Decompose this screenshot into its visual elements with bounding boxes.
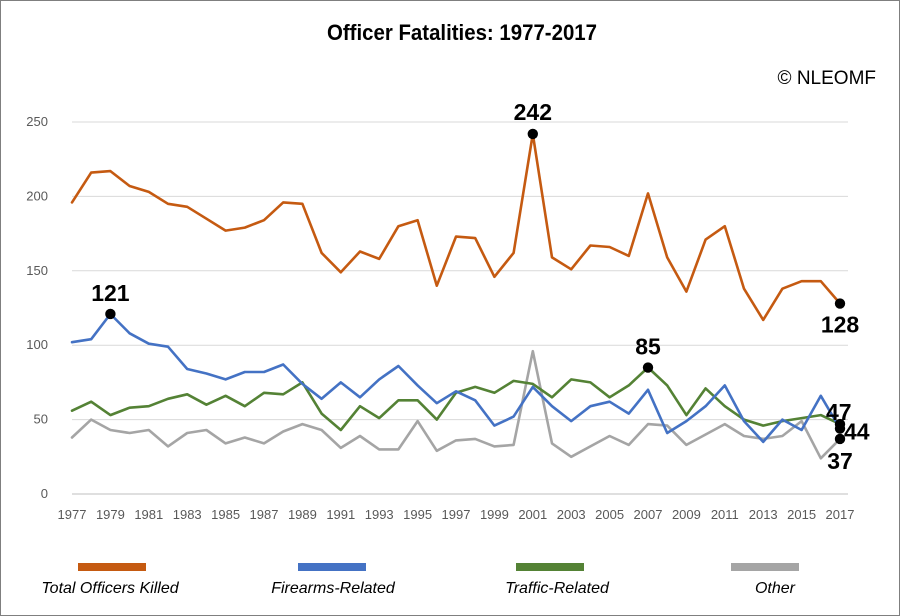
series-lines — [70, 132, 842, 460]
x-tick-label: 1985 — [211, 507, 240, 522]
y-tick-label: 100 — [26, 337, 48, 352]
x-tick-label: 1991 — [326, 507, 355, 522]
callout-label: 121 — [91, 280, 130, 306]
x-tick-label: 1983 — [173, 507, 202, 522]
legend-swatch-traffic-related — [516, 563, 584, 571]
callout-marker — [834, 433, 846, 445]
x-tick-label: 2009 — [672, 507, 701, 522]
callout-label: 47 — [826, 399, 852, 425]
x-tick-label: 1999 — [480, 507, 509, 522]
callout-marker — [642, 362, 654, 373]
y-tick-label: 200 — [26, 188, 48, 203]
x-tick-label: 2011 — [711, 507, 739, 522]
y-tick-label: 0 — [41, 486, 48, 501]
gridlines — [72, 121, 848, 495]
legend-label: Firearms-Related — [271, 580, 396, 597]
y-tick-label: 50 — [34, 412, 48, 427]
x-tick-label: 1989 — [288, 507, 317, 522]
callout-marker — [834, 298, 846, 309]
x-tick-label: 1993 — [365, 507, 394, 522]
data-callouts: 242 128 121 44 85 47 37 — [91, 99, 870, 474]
x-tick-label: 2001 — [518, 507, 547, 522]
x-tick-label: 2003 — [557, 507, 586, 522]
legend-label: Traffic-Related — [505, 580, 610, 597]
callout-label: 37 — [827, 448, 853, 474]
series-line-other — [70, 349, 842, 460]
chart-title: Officer Fatalities: 1977-2017 — [327, 20, 597, 45]
legend-label: Other — [755, 580, 796, 597]
legend-swatch-total-officers-killed — [78, 563, 146, 571]
x-tick-label: 2005 — [595, 507, 624, 522]
legend: Total Officers Killed Firearms-Related Tra… — [41, 563, 799, 597]
y-tick-label: 150 — [26, 263, 48, 278]
x-tick-label: 1981 — [134, 507, 163, 522]
series-line-total-officers-killed — [70, 132, 842, 322]
series-line-traffic-related — [70, 366, 842, 432]
x-axis: 1977 1979 1981 1983 1985 1987 1989 1991 1993 1995… — [58, 507, 855, 522]
legend-swatch-other — [731, 563, 799, 571]
legend-label: Total Officers Killed — [41, 580, 179, 597]
x-tick-label: 1995 — [403, 507, 432, 522]
x-tick-label: 1987 — [250, 507, 279, 522]
x-tick-label: 1977 — [58, 507, 87, 522]
y-axis: 0 50 100 150 200 250 — [26, 114, 48, 501]
callout-marker — [105, 308, 116, 320]
y-tick-label: 250 — [26, 114, 48, 129]
x-tick-label: 1997 — [442, 507, 471, 522]
x-tick-label: 2007 — [634, 507, 663, 522]
callout-label: 85 — [635, 334, 661, 360]
legend-swatch-firearms-related — [298, 563, 366, 571]
callout-label: 242 — [514, 99, 552, 125]
x-tick-label: 2017 — [826, 507, 855, 522]
x-tick-label: 2013 — [749, 507, 778, 522]
x-tick-label: 1979 — [96, 507, 125, 522]
callout-marker — [834, 418, 846, 430]
x-tick-label: 2015 — [787, 507, 816, 522]
series-line-firearms-related — [70, 312, 842, 444]
copyright-watermark: © NLEOMF — [778, 68, 876, 89]
callout-label: 44 — [844, 419, 870, 445]
callout-label: 128 — [821, 312, 860, 338]
callout-marker — [527, 128, 538, 140]
